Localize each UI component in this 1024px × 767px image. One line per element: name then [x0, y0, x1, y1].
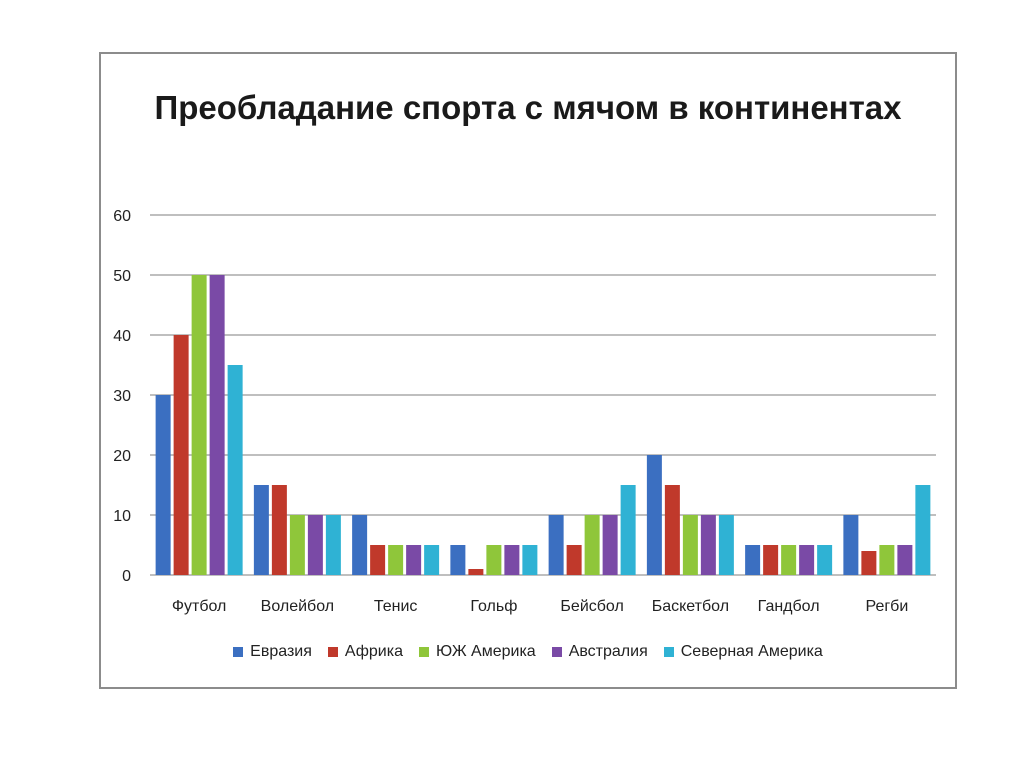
bar — [352, 515, 368, 575]
legend-swatch — [663, 647, 674, 657]
bar — [763, 545, 779, 575]
bar — [915, 485, 931, 575]
legend-swatch — [551, 647, 562, 657]
bar — [861, 551, 877, 575]
bar — [602, 515, 618, 575]
bar — [620, 485, 636, 575]
bar — [682, 515, 698, 575]
bar — [718, 515, 734, 575]
legend-item: ЮЖ Америка — [419, 643, 536, 661]
bar — [227, 365, 243, 575]
y-tick-label: 60 — [113, 208, 131, 225]
bar — [745, 545, 761, 575]
bar — [584, 515, 600, 575]
legend-label: Австралия — [568, 643, 648, 660]
legend-label: Евразия — [250, 643, 312, 660]
bar — [486, 545, 502, 575]
bar — [897, 545, 913, 575]
bar — [388, 545, 404, 575]
legend-swatch — [327, 647, 338, 657]
y-tick-label: 0 — [122, 568, 131, 585]
x-tick-label: Футбол — [172, 598, 227, 615]
x-tick-label: Гольф — [470, 598, 517, 615]
bar — [817, 545, 833, 575]
chart-legend: Евразия Африка ЮЖ Америка Австралия Северная… — [99, 643, 957, 661]
legend-label: Африка — [344, 643, 403, 660]
bar — [646, 455, 662, 575]
bar — [548, 515, 564, 575]
x-tick-label: Тенис — [374, 598, 418, 615]
bar — [566, 545, 582, 575]
bar — [191, 275, 207, 575]
bar — [450, 545, 466, 575]
bar — [209, 275, 225, 575]
legend-item: Африка — [327, 643, 403, 661]
y-tick-label: 30 — [113, 388, 131, 405]
bar — [799, 545, 815, 575]
legend-label: Северная Америка — [680, 643, 823, 660]
legend-swatch — [419, 647, 429, 657]
legend-swatch — [233, 647, 244, 657]
bar — [307, 515, 323, 575]
legend-item: Австралия — [551, 643, 648, 661]
legend-item: Северная Америка — [663, 643, 823, 661]
y-tick-label: 20 — [113, 448, 131, 465]
x-tick-label: Регби — [865, 598, 908, 615]
bar — [253, 485, 269, 575]
bar — [271, 485, 287, 575]
x-tick-label: Волейбол — [261, 598, 334, 615]
y-tick-label: 50 — [113, 268, 131, 285]
x-tick-label: Гандбол — [758, 598, 820, 615]
x-tick-label: Бейсбол — [560, 598, 623, 615]
bar — [879, 545, 895, 575]
bar — [664, 485, 680, 575]
bar — [406, 545, 422, 575]
chart-title: Преобладание спорта с мячом в континента… — [154, 89, 902, 126]
bar — [468, 569, 484, 575]
x-tick-label: Баскетбол — [652, 598, 729, 615]
bar — [522, 545, 538, 575]
bar — [289, 515, 305, 575]
bar — [504, 545, 520, 575]
legend-label: ЮЖ Америка — [436, 643, 536, 660]
bar — [424, 545, 440, 575]
bar — [370, 545, 386, 575]
bar — [843, 515, 859, 575]
bar — [155, 395, 171, 575]
legend-item: Евразия — [233, 643, 312, 661]
bar — [781, 545, 797, 575]
y-tick-label: 10 — [113, 508, 131, 525]
bar — [700, 515, 716, 575]
y-tick-label: 40 — [113, 328, 131, 345]
bar — [173, 335, 189, 575]
bar — [325, 515, 341, 575]
